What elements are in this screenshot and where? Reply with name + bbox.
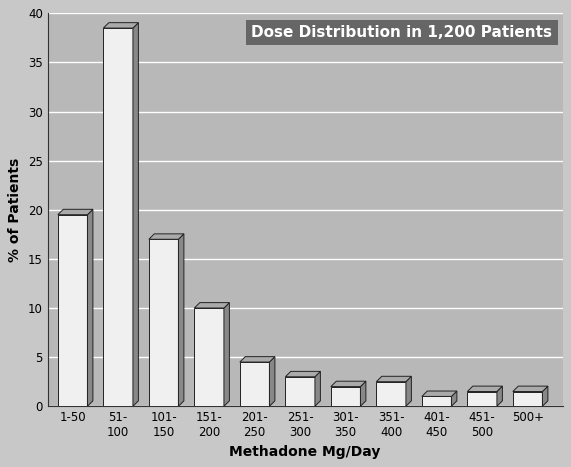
Polygon shape	[360, 381, 366, 406]
Polygon shape	[58, 209, 93, 215]
Polygon shape	[286, 371, 320, 377]
Polygon shape	[149, 239, 178, 406]
Polygon shape	[240, 357, 275, 362]
Polygon shape	[149, 234, 184, 239]
Polygon shape	[422, 396, 452, 406]
Polygon shape	[497, 386, 502, 406]
Polygon shape	[87, 209, 93, 406]
Polygon shape	[224, 303, 230, 406]
X-axis label: Methadone Mg/Day: Methadone Mg/Day	[230, 445, 381, 459]
Polygon shape	[542, 386, 548, 406]
Polygon shape	[376, 382, 406, 406]
Polygon shape	[376, 376, 411, 382]
Polygon shape	[467, 391, 497, 406]
Polygon shape	[513, 386, 548, 391]
Polygon shape	[270, 357, 275, 406]
Polygon shape	[103, 28, 133, 406]
Polygon shape	[178, 234, 184, 406]
Polygon shape	[133, 23, 138, 406]
Polygon shape	[467, 386, 502, 391]
Polygon shape	[331, 381, 366, 387]
Polygon shape	[315, 371, 320, 406]
Polygon shape	[194, 303, 230, 308]
Polygon shape	[240, 362, 270, 406]
Polygon shape	[331, 387, 360, 406]
Polygon shape	[452, 391, 457, 406]
Polygon shape	[513, 391, 542, 406]
Y-axis label: % of Patients: % of Patients	[9, 158, 22, 262]
Text: Dose Distribution in 1,200 Patients: Dose Distribution in 1,200 Patients	[251, 25, 552, 40]
Polygon shape	[406, 376, 411, 406]
Polygon shape	[103, 23, 138, 28]
Polygon shape	[286, 377, 315, 406]
Polygon shape	[58, 215, 87, 406]
Polygon shape	[422, 391, 457, 396]
Polygon shape	[194, 308, 224, 406]
